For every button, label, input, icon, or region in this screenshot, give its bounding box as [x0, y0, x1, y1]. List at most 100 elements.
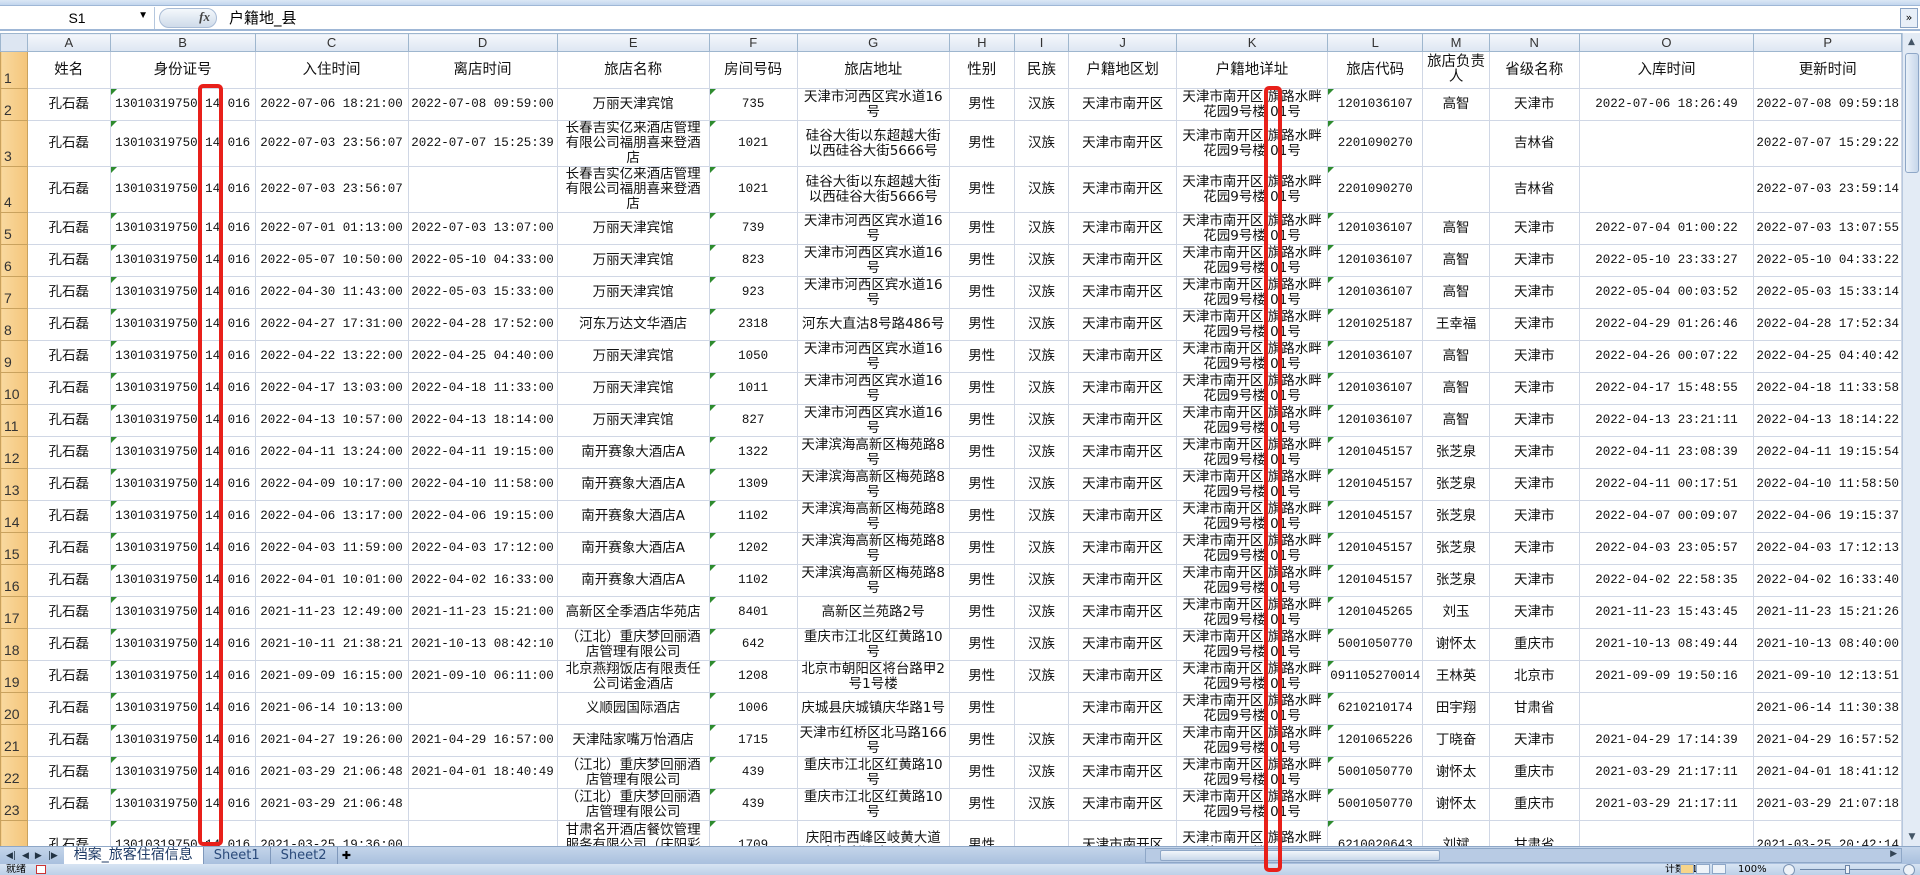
cell-o[interactable]: 2022-04-11 00:17:51 [1578, 468, 1755, 501]
cell-i[interactable]: 汉族 [1013, 500, 1070, 533]
cell-f[interactable]: 735 [708, 88, 798, 121]
cell-a[interactable]: 孔石磊 [26, 628, 111, 661]
cell-c[interactable]: 2021-09-09 16:15:00 [254, 660, 409, 693]
cell-g[interactable]: 重庆市江北区红黄路10号 [796, 756, 950, 789]
cell-b[interactable]: 13010319750 14 016 [109, 756, 256, 789]
cell-d[interactable]: 2021-11-23 15:21:00 [407, 596, 558, 629]
cell-b[interactable]: 13010319750 14 016 [109, 404, 256, 437]
cell-j[interactable]: 天津市南开区 [1068, 244, 1177, 277]
cell-m[interactable]: 高智 [1422, 212, 1490, 245]
cell-a[interactable]: 孔石磊 [26, 276, 111, 309]
cell-k[interactable]: 天津市南开区 旗路水畔花园9号楼 01号 [1175, 500, 1329, 533]
row-header[interactable]: 5 [0, 212, 28, 245]
cell-b[interactable]: 13010319750 14 016 [109, 436, 256, 469]
row-header[interactable]: 13 [0, 468, 28, 501]
cell-k[interactable]: 天津市南开区 旗路水畔花园9号楼 01号 [1175, 692, 1329, 725]
cell-g[interactable]: 重庆市江北区红黄路10号 [796, 628, 950, 661]
cell-e[interactable]: 旅店名称 [556, 51, 710, 89]
cell-o[interactable] [1578, 820, 1755, 846]
cell-g[interactable]: 天津滨海高新区梅苑路8号 [796, 436, 950, 469]
cell-o[interactable]: 2021-03-29 21:17:11 [1578, 788, 1755, 821]
cell-c[interactable]: 2021-03-29 21:06:48 [254, 788, 409, 821]
cell-f[interactable]: 8401 [708, 596, 798, 629]
cell-m[interactable]: 丁晓奋 [1422, 724, 1490, 757]
cell-n[interactable]: 天津市 [1488, 88, 1580, 121]
column-header-o[interactable]: O [1578, 33, 1755, 52]
cell-l[interactable]: 1201036107 [1327, 244, 1424, 277]
cell-b[interactable]: 13010319750 14 016 [109, 628, 256, 661]
row-header[interactable]: 8 [0, 308, 28, 341]
cell-c[interactable]: 2021-04-27 19:26:00 [254, 724, 409, 757]
cell-a[interactable]: 孔石磊 [26, 244, 111, 277]
cell-d[interactable]: 2022-04-10 11:58:00 [407, 468, 558, 501]
cell-e[interactable]: 南开赛象大酒店A [556, 564, 710, 597]
sheet-tab-sheet1[interactable]: Sheet1 [204, 847, 271, 864]
cell-l[interactable]: 1201045157 [1327, 468, 1424, 501]
sheet-tab-archive[interactable]: 档案_旅客住宿信息 [63, 847, 204, 864]
cell-m[interactable]: 王林英 [1422, 660, 1490, 693]
cell-p[interactable]: 2021-09-10 12:13:51 [1753, 660, 1902, 693]
cell-b[interactable]: 13010319750 14 016 [109, 212, 256, 245]
cell-f[interactable]: 1102 [708, 500, 798, 533]
cell-o[interactable]: 2022-04-29 01:26:46 [1578, 308, 1755, 341]
cell-k[interactable]: 天津市南开区 旗路水畔花园9号楼 01号 [1175, 212, 1329, 245]
cell-a[interactable]: 孔石磊 [26, 436, 111, 469]
cell-g[interactable]: 天津市河西区宾水道16号 [796, 404, 950, 437]
cell-m[interactable]: 张芝泉 [1422, 500, 1490, 533]
cell-e[interactable]: 万丽天津宾馆 [556, 212, 710, 245]
last-sheet-icon[interactable]: |▶ [47, 850, 58, 861]
cell-d[interactable] [407, 166, 558, 213]
cell-d[interactable]: 2022-04-13 18:14:00 [407, 404, 558, 437]
cell-f[interactable]: 439 [708, 756, 798, 789]
cell-i[interactable]: 汉族 [1013, 532, 1070, 565]
cell-n[interactable]: 天津市 [1488, 436, 1580, 469]
cell-a[interactable]: 孔石磊 [26, 756, 111, 789]
cell-g[interactable]: 旅店地址 [796, 51, 950, 89]
cell-n[interactable]: 天津市 [1488, 212, 1580, 245]
cell-f[interactable]: 642 [708, 628, 798, 661]
cell-o[interactable]: 2021-03-29 21:17:11 [1578, 756, 1755, 789]
cell-h[interactable]: 男性 [948, 88, 1015, 121]
cell-d[interactable]: 2022-04-28 17:52:00 [407, 308, 558, 341]
cell-o[interactable]: 2021-11-23 15:43:45 [1578, 596, 1755, 629]
cell-n[interactable]: 甘肃省 [1488, 820, 1580, 846]
cell-a[interactable]: 孔石磊 [26, 120, 111, 167]
cell-a[interactable]: 孔石磊 [26, 212, 111, 245]
cell-k[interactable]: 天津市南开区 旗路水畔花园9号楼 01号 [1175, 244, 1329, 277]
row-header[interactable]: 16 [0, 564, 28, 597]
cell-i[interactable] [1013, 820, 1070, 846]
cell-e[interactable]: 北京燕翔饭店有限责任公司诺金酒店 [556, 660, 710, 693]
cell-d[interactable]: 离店时间 [407, 51, 558, 89]
column-header-n[interactable]: N [1488, 33, 1580, 52]
page-break-view-icon[interactable] [1712, 864, 1726, 874]
cell-j[interactable]: 天津市南开区 [1068, 724, 1177, 757]
column-header-f[interactable]: F [708, 33, 798, 52]
cell-l[interactable]: 5001050770 [1327, 628, 1424, 661]
cell-j[interactable]: 天津市南开区 [1068, 340, 1177, 373]
cell-h[interactable]: 男性 [948, 372, 1015, 405]
cell-f[interactable]: 823 [708, 244, 798, 277]
cell-e[interactable]: （江北）重庆梦回丽酒店管理有限公司 [556, 788, 710, 821]
cell-k[interactable]: 天津市南开区 旗路水畔花园9号楼 01号 [1175, 532, 1329, 565]
cell-m[interactable]: 旅店负责人 [1422, 51, 1490, 89]
cell-o[interactable]: 2022-04-07 00:09:07 [1578, 500, 1755, 533]
cell-i[interactable]: 汉族 [1013, 372, 1070, 405]
row-header[interactable]: 18 [0, 628, 28, 661]
cell-a[interactable]: 孔石磊 [26, 340, 111, 373]
cell-c[interactable]: 2022-07-01 01:13:00 [254, 212, 409, 245]
cell-l[interactable]: 1201045265 [1327, 596, 1424, 629]
column-header-a[interactable]: A [26, 33, 111, 52]
cell-i[interactable]: 汉族 [1013, 166, 1070, 213]
cell-d[interactable]: 2022-07-03 13:07:00 [407, 212, 558, 245]
first-sheet-icon[interactable]: ◀| [6, 850, 16, 861]
cell-m[interactable]: 高智 [1422, 276, 1490, 309]
cell-j[interactable]: 天津市南开区 [1068, 276, 1177, 309]
cell-h[interactable]: 男性 [948, 212, 1015, 245]
cell-g[interactable]: 高新区兰苑路2号 [796, 596, 950, 629]
cell-f[interactable]: 1011 [708, 372, 798, 405]
cell-m[interactable]: 刘斌 [1422, 820, 1490, 846]
cell-l[interactable]: 1201036107 [1327, 404, 1424, 437]
zoom-slider[interactable] [1800, 869, 1900, 870]
cell-b[interactable]: 13010319750 14 016 [109, 166, 256, 213]
